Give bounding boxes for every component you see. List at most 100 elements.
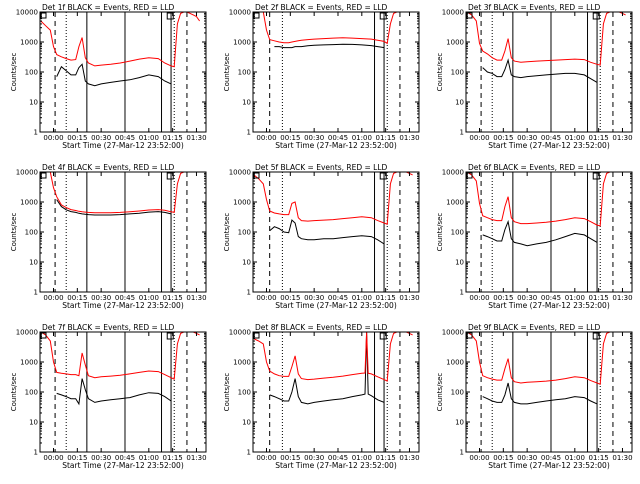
y-tick-label: 100 [451,69,464,77]
x-tick-label: 01:00 [565,454,585,462]
corner-square-marker [166,332,174,340]
x-tick-label: 00:45 [115,454,135,462]
y-tick-label: 10000 [16,9,38,17]
x-tick-label: 01:15 [376,134,396,142]
corner-square-marker [379,12,387,20]
chart-title: Det 9f BLACK = Events, RED = LLD [468,323,601,332]
chart-title: Det 5f BLACK = Events, RED = LLD [255,163,388,172]
series-lld-line [40,331,200,380]
y-tick-label: 10000 [16,329,38,337]
plot-frame [465,11,633,133]
chart-title: Det 6f BLACK = Events, RED = LLD [468,163,601,172]
x-tick-label: 01:15 [163,454,183,462]
y-axis-label: Counts/sec [223,53,231,92]
y-tick-label: 10000 [442,329,464,337]
x-tick-label: 00:45 [328,134,348,142]
x-tick-label: 00:00 [43,294,63,302]
x-tick-label: 00:15 [280,454,300,462]
series-lld-line [466,331,626,386]
chart-title: Det 2f BLACK = Events, RED = LLD [255,3,388,12]
y-tick-label: 10 [455,99,464,107]
x-tick-label: 00:30 [517,454,537,462]
y-tick-label: 1000 [446,199,464,207]
x-tick-label: 00:00 [469,294,489,302]
y-axis-label: Counts/sec [436,213,444,252]
x-tick-label: 01:00 [139,454,159,462]
x-tick-label: 01:30 [612,134,632,142]
y-tick-label: 10 [242,419,251,427]
panel-det-9f: Det 9f BLACK = Events, RED = LLD 1 10 100 10… [436,323,633,470]
corner-square-marker [379,332,387,340]
x-tick-label: 01:00 [352,454,372,462]
corner-square-marker [40,12,47,19]
panel-det-1f: Det 1f BLACK = Events, RED = LLD 1 10 100 10… [10,3,207,150]
corner-square-marker [253,12,260,19]
y-tick-label: 1000 [20,39,38,47]
y-tick-label: 10 [29,259,38,267]
x-tick-label: 00:30 [517,134,537,142]
y-tick-label: 1000 [20,359,38,367]
x-tick-label: 00:00 [256,454,276,462]
plot-frame [252,331,420,453]
plot-frame [465,171,633,293]
panel-det-6f: Det 6f BLACK = Events, RED = LLD 1 10 100 10… [436,163,633,310]
y-tick-label: 100 [451,229,464,237]
x-tick-label: 00:15 [67,134,87,142]
x-axis-label: Start Time (27-Mar-12 23:52:00) [275,301,397,310]
x-tick-label: 00:30 [91,134,111,142]
panel-det-4f: Det 4f BLACK = Events, RED = LLD 1 10 100 10… [10,163,207,310]
plot-frame [465,331,633,453]
series-lld-line [253,331,413,382]
y-tick-label: 1 [247,129,251,137]
plot-frame [39,331,207,453]
series-events-line [482,219,598,247]
x-tick-label: 01:15 [376,294,396,302]
x-tick-label: 00:45 [328,294,348,302]
x-tick-label: 01:30 [399,454,419,462]
x-tick-label: 00:45 [115,294,135,302]
x-tick-label: 00:00 [256,134,276,142]
series-lld-line [40,171,200,214]
y-tick-label: 100 [238,69,251,77]
x-tick-label: 01:00 [565,134,585,142]
plot-frame [252,171,420,293]
x-tick-label: 00:15 [67,294,87,302]
x-tick-label: 01:00 [139,294,159,302]
y-tick-label: 10000 [442,169,464,177]
y-tick-label: 1 [34,289,38,297]
y-tick-label: 1 [460,289,464,297]
y-axis-label: Counts/sec [10,373,18,412]
x-tick-label: 00:15 [280,134,300,142]
x-tick-label: 01:30 [612,454,632,462]
corner-square-marker [40,332,47,339]
chart-title: Det 4f BLACK = Events, RED = LLD [42,163,175,172]
y-tick-label: 10 [29,99,38,107]
x-tick-label: 00:45 [541,454,561,462]
x-tick-label: 01:15 [589,134,609,142]
x-tick-label: 00:30 [304,454,324,462]
y-axis-label: Counts/sec [436,373,444,412]
x-tick-label: 01:30 [186,294,206,302]
x-tick-label: 00:45 [115,134,135,142]
series-events-line [482,58,598,83]
x-tick-label: 01:00 [352,134,372,142]
x-tick-label: 00:00 [469,134,489,142]
x-tick-label: 01:00 [565,294,585,302]
y-axis-label: Counts/sec [223,373,231,412]
x-tick-label: 00:00 [43,134,63,142]
corner-square-marker [253,172,260,179]
y-tick-label: 10000 [442,9,464,17]
x-tick-label: 00:15 [493,294,513,302]
y-tick-label: 1000 [233,199,251,207]
x-tick-label: 01:00 [352,294,372,302]
y-tick-label: 1000 [446,39,464,47]
y-tick-label: 1 [460,129,464,137]
x-tick-label: 01:30 [186,454,206,462]
y-tick-label: 10 [242,259,251,267]
chart-title: Det 3f BLACK = Events, RED = LLD [468,3,601,12]
y-tick-label: 1 [34,129,38,137]
y-tick-label: 10000 [229,9,251,17]
chart-title: Det 1f BLACK = Events, RED = LLD [42,3,175,12]
